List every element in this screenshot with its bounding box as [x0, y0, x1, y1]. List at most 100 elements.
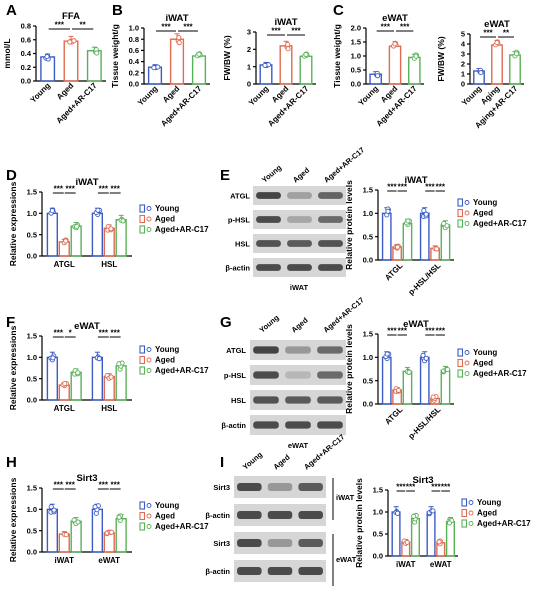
y-tick-label: 0.6: [21, 35, 31, 44]
legend-swatch: [461, 498, 468, 507]
protein-band: [287, 264, 312, 271]
protein-band: [287, 192, 312, 199]
bar: [115, 518, 127, 553]
y-tick-label: 0.5: [351, 66, 361, 75]
legend-marker: [464, 221, 470, 226]
legend-marker: [468, 500, 474, 505]
protein-band: [318, 216, 343, 223]
y-axis-label: Relative expressions: [8, 325, 18, 410]
data-point: [116, 514, 122, 520]
significance-label: ***: [111, 329, 121, 338]
significance-label: ***: [66, 481, 76, 490]
lane-label: Aged: [290, 315, 310, 334]
legend-label: Aged: [155, 356, 175, 365]
bar: [391, 511, 401, 557]
legend-marker: [464, 371, 470, 376]
protein-band: [237, 567, 262, 575]
y-tick-label: 0.0: [363, 256, 373, 265]
data-point: [434, 246, 440, 252]
data-point: [436, 539, 442, 545]
panel-letter-b: B: [112, 2, 123, 19]
bar: [103, 227, 115, 257]
legend-marker: [468, 510, 474, 516]
x-tick-label: iWAT: [55, 556, 75, 565]
chart-title: eWAT: [382, 13, 408, 24]
data-point: [285, 41, 291, 48]
protein-band: [267, 567, 293, 575]
significance-label: ***: [55, 21, 65, 30]
y-axis-label: Tissue weight/g: [110, 24, 120, 88]
y-tick-label: 1: [461, 70, 465, 79]
protein-band: [298, 567, 323, 575]
legend-marker: [146, 368, 152, 373]
significance-label: ***: [99, 185, 109, 194]
legend-swatch: [139, 522, 146, 531]
y-tick-label: 1.0: [363, 209, 373, 218]
y-tick-label: 0.6: [129, 46, 139, 55]
significance-label: ***: [111, 481, 121, 490]
y-tick-label: 0.0: [21, 77, 31, 86]
bar: [426, 511, 436, 557]
data-point: [385, 208, 391, 214]
data-point: [394, 510, 401, 516]
x-tick-label: ATGL: [54, 404, 75, 413]
bar: [445, 520, 456, 557]
data-point: [94, 50, 100, 56]
chart-g: 0.0 0.5 1.0 1.5 Relative protein levels eWAT A…: [344, 319, 527, 441]
legend-swatch: [457, 208, 464, 218]
x-tick-label: iWAT: [396, 560, 416, 569]
protein-band: [267, 511, 293, 519]
legend-swatch: [139, 345, 146, 354]
y-tick-label: 1.0: [27, 353, 37, 362]
y-tick-label: 0.0: [129, 80, 139, 89]
legend-swatch: [457, 348, 464, 357]
blot-row-label: p-HSL: [224, 371, 246, 380]
protein-band: [256, 216, 281, 223]
y-tick-label: 0.0: [351, 80, 361, 89]
significance-label: ***: [291, 27, 301, 36]
bar: [63, 40, 79, 82]
bar: [440, 369, 451, 405]
x-tick-label: Aged: [55, 81, 76, 102]
legend-marker: [464, 210, 470, 216]
y-axis-label: Relative protein levels: [344, 180, 354, 270]
bar: [115, 219, 127, 257]
bar: [279, 45, 293, 85]
x-tick-label: Aged+AR-C17: [159, 84, 204, 129]
data-point: [75, 370, 81, 376]
legend-marker: [146, 513, 152, 519]
y-tick-label: 1.0: [27, 209, 37, 218]
y-tick-label: 1.5: [27, 332, 37, 341]
data-point: [514, 51, 520, 57]
legend-label: Aged+AR-C17: [473, 369, 527, 378]
significance-label: ***: [387, 327, 397, 336]
bar: [491, 44, 503, 85]
chart-title: eWAT: [403, 319, 429, 330]
blot-tissue-label: iWAT: [336, 493, 355, 502]
y-tick-label: 0.5: [27, 374, 37, 383]
legend-label: Young: [155, 345, 179, 354]
data-point: [75, 519, 81, 525]
bar: [70, 225, 82, 257]
x-tick-label: p-HSL/HSL: [407, 261, 443, 297]
significance-label: ***: [425, 327, 435, 336]
y-axis-label: FW/BW (%): [222, 35, 232, 80]
y-axis-label: Relative protein levels: [344, 324, 354, 414]
data-point: [63, 238, 69, 244]
bar: [440, 224, 451, 261]
y-tick-label: 0.2: [129, 68, 139, 77]
significance-label: ***: [66, 185, 76, 194]
data-point: [423, 211, 429, 217]
significance-label: ***: [54, 329, 64, 338]
y-tick-label: 1.0: [373, 508, 383, 517]
blot-tissue-label: eWAT: [288, 441, 309, 450]
data-point: [444, 223, 450, 229]
y-tick-label: 0.5: [373, 530, 383, 539]
legend-label: Aged+AR-C17: [473, 219, 527, 228]
protein-band: [285, 371, 311, 379]
y-axis-label: mmol/L: [2, 38, 12, 68]
y-tick-label: 1: [247, 62, 251, 71]
data-point: [96, 356, 102, 362]
blot-row-label: Sirt3: [213, 483, 230, 492]
legend-marker: [146, 503, 152, 508]
